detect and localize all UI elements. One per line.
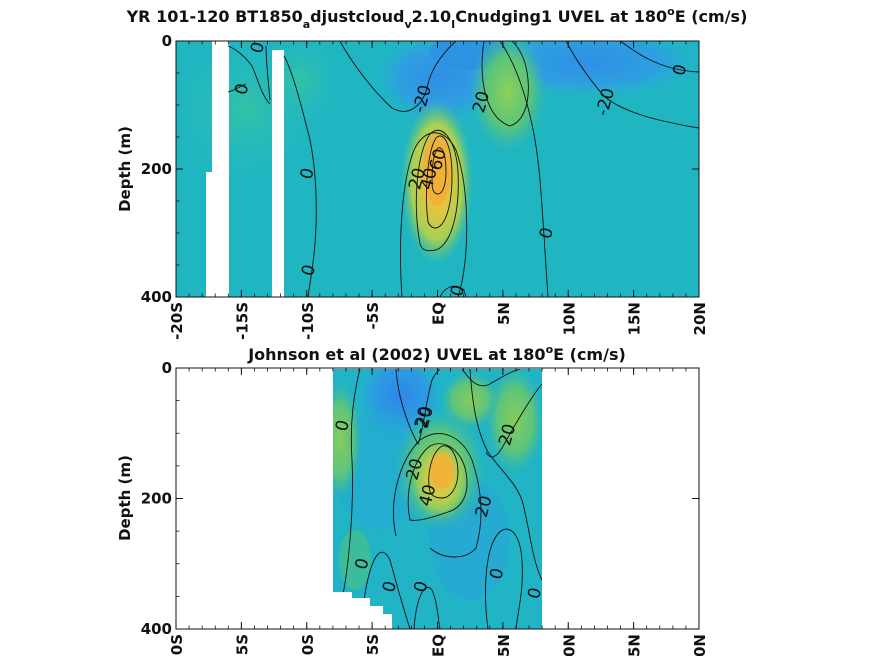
top-x-tick-label: 15N xyxy=(626,302,644,335)
top-y-tick-label: 200 xyxy=(141,160,172,178)
bottom-title: Johnson et al (2002) UVEL at 180oE (cm/s… xyxy=(247,343,626,364)
top-x-tick-label: -20S xyxy=(168,302,186,340)
bottom-x-tick-label: 15N xyxy=(626,634,644,656)
bottom-contours xyxy=(341,369,542,629)
bottom-x-tick-label: 10N xyxy=(560,634,578,656)
top-axis-ticks: -20S -15S -10S -5S EQ 5N 10N 15N 20N 0 200 400 xyxy=(141,32,709,340)
top-x-tick-label: -5S xyxy=(364,302,382,329)
bottom-x-tick-label: 5N xyxy=(495,634,513,656)
top-missing-data xyxy=(206,41,284,298)
bottom-colorfield xyxy=(333,369,542,629)
bottom-contour-label: 0 xyxy=(524,586,546,602)
top-contours xyxy=(227,41,699,297)
bottom-x-tick-label: -5S xyxy=(364,634,382,656)
top-x-tick-label: 5N xyxy=(495,302,513,325)
top-x-tick-label: 20N xyxy=(691,302,709,335)
bottom-y-tick-label: 200 xyxy=(141,490,172,508)
bottom-contour-label: 0 xyxy=(410,579,432,595)
bottom-contour-label: 0 xyxy=(379,579,401,595)
top-y-axis-label: Depth (m) xyxy=(116,126,134,212)
top-panel: YR 101-120 BT1850adjustcloudv2.10ICnudgi… xyxy=(116,5,747,340)
top-contour-label: 0 xyxy=(231,81,253,97)
top-x-tick-label: EQ xyxy=(430,302,448,325)
top-contour-label: 0 xyxy=(297,166,319,182)
bottom-y-tick-label: 400 xyxy=(141,620,172,638)
bottom-x-tick-label: -15S xyxy=(233,634,251,656)
top-contour-label: 0 xyxy=(247,40,269,56)
bottom-x-tick-label: 20N xyxy=(691,634,709,656)
bottom-x-tick-label: -10S xyxy=(299,634,317,656)
top-contour-label: 0 xyxy=(536,225,558,241)
top-contour-label: 0 xyxy=(669,62,691,78)
top-title: YR 101-120 BT1850adjustcloudv2.10ICnudgi… xyxy=(126,5,748,31)
bottom-y-tick-label: 0 xyxy=(162,359,172,377)
top-contour-label: 0 xyxy=(298,263,320,279)
top-x-tick-label: -15S xyxy=(233,302,251,340)
bottom-contour-label: 0 xyxy=(332,418,354,434)
bottom-x-tick-label: -20S xyxy=(168,634,186,656)
bottom-contour-label: 0 xyxy=(486,566,508,582)
bottom-contour-label: 0 xyxy=(352,556,374,572)
top-x-tick-label: -10S xyxy=(299,302,317,340)
top-y-tick-label: 0 xyxy=(162,32,172,50)
top-x-tick-label: 10N xyxy=(560,302,578,335)
bottom-panel: Johnson et al (2002) UVEL at 180oE (cm/s… xyxy=(116,343,709,656)
top-y-tick-label: 400 xyxy=(141,288,172,306)
bottom-x-tick-label: EQ xyxy=(430,634,448,656)
bottom-axis-ticks: -20S -15S -10S -5S EQ 5N 10N 15N 20N 0 200 400 xyxy=(141,359,709,656)
bottom-y-axis-label: Depth (m) xyxy=(116,455,134,541)
